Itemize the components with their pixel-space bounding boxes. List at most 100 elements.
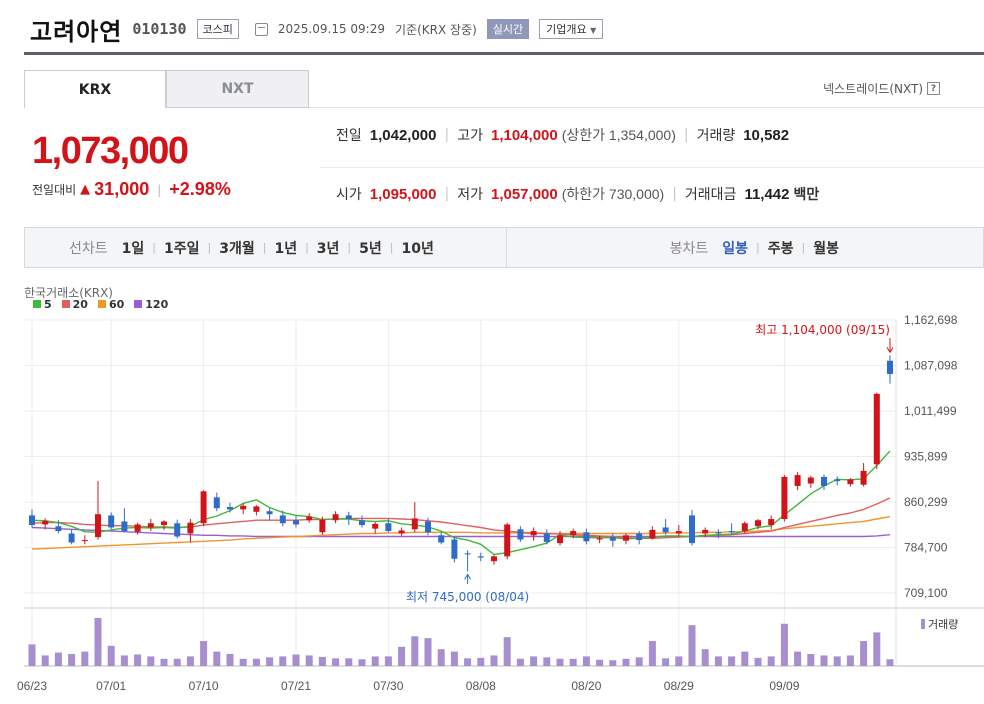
candle-body [596,538,603,540]
candle-body [517,529,524,540]
candle-body [306,516,313,521]
volume-bar [186,656,194,666]
volume-bar [662,658,670,666]
volume-bar [516,658,524,666]
volume-bar [41,655,49,666]
candle-body [240,505,247,510]
chart-toolbar: 선차트 1일 | 1주일 | 3개월 | 1년 | 3년 | 5년 | 10년 봉차트 일봉… [24,227,984,268]
candle-body [675,531,682,534]
x-tick-label: 07/01 [96,679,126,693]
candle-weekly[interactable]: 주봉 [767,240,794,257]
period-5y[interactable]: 5년 [359,240,382,257]
divider: | [444,186,450,202]
nxt-info-link[interactable]: 넥스트레이드(NXT) ? [823,80,940,97]
caret-down-icon: ▼ [590,26,597,35]
candle-body [95,514,101,538]
stats-row-1: 전일 1,042,000 | 고가 1,104,000 (상한가 1,354,0… [336,125,789,145]
candle-body [557,535,563,544]
candle-body [121,521,128,532]
volume-bar [292,654,300,666]
candle-body [741,523,748,532]
candle-body [227,506,233,510]
candle-body [504,524,511,557]
volume-bar [94,618,102,666]
candle-body [200,491,207,524]
volume-bar [622,658,630,666]
volume-bar [252,658,260,666]
volume-bar [107,645,115,666]
x-tick-label: 08/20 [571,679,601,693]
high-value: 1,104,000 [490,126,558,144]
volume-bar [820,655,828,666]
period-10y[interactable]: 10년 [401,240,434,257]
tab-nxt[interactable]: NXT [166,70,309,108]
volume-bar [239,658,247,666]
volume-bar [873,632,881,666]
period-3m[interactable]: 3개월 [219,240,255,257]
prev-close-value: 1,042,000 [369,126,437,144]
volume-bar [886,659,894,666]
candle-body [385,523,392,532]
candle-body [649,529,656,539]
candle-body [293,520,299,525]
volume-bar [437,649,445,666]
company-name: 고려아연 [30,17,123,46]
candle-body [636,533,643,541]
volume-bar [384,656,392,666]
candle-body [398,530,405,534]
candle-body [359,520,365,526]
up-triangle-icon: ▲ [80,182,91,197]
candle-body [345,515,352,520]
volume-value: 10,582 [743,126,790,144]
candle-daily[interactable]: 일봉 [722,240,749,257]
legend-ma20: 20 [61,298,88,311]
candle-body [411,518,418,530]
volume-bar [266,657,274,666]
lower-limit: (하한가 730,000) [561,186,665,202]
period-1d[interactable]: 1일 [121,240,145,257]
period-1w[interactable]: 1주일 [163,240,200,257]
candle-monthly[interactable]: 월봉 [813,240,839,257]
volume-bar [358,659,366,666]
candle-body [847,479,854,485]
candle-body [161,521,167,526]
volume-bar [701,649,709,666]
volume-bar [147,656,155,666]
x-tick-label: 07/10 [189,679,219,693]
x-tick-label: 09/09 [769,679,799,693]
company-overview-dropdown[interactable]: 기업개요 ▼ [539,19,604,39]
y-tick-label: 784,700 [904,540,948,554]
stock-header: 고려아연 010130 코스피 2025.09.15 09:29 기준(KRX … [30,12,604,46]
period-1y[interactable]: 1년 [274,240,298,257]
candle-body [543,533,550,542]
amount-label: 거래대금 [684,187,737,203]
stats-divider [320,167,984,168]
volume-bar [477,657,485,666]
candle-body [29,515,35,526]
realtime-button[interactable]: 실시간 [486,19,530,39]
volume-bar [120,655,128,666]
tab-krx[interactable]: KRX [24,70,166,108]
change-percent: +2.98% [169,179,231,199]
help-icon[interactable]: ? [927,82,940,95]
volume-label: 거래량 [928,618,958,631]
y-tick-label: 1,162,698 [904,313,958,327]
volume-bar [609,660,617,666]
line-chart-periods: 선차트 1일 | 1주일 | 3개월 | 1년 | 3년 | 5년 | 10년 [25,228,507,267]
candle-body [372,523,379,529]
volume-bar [318,656,326,666]
ma5-line [31,450,891,556]
y-tick-label: 1,087,098 [904,359,958,373]
volume-bar [134,654,142,666]
volume-bar [688,625,696,666]
ma-legend: 5 20 60 120 [33,298,168,311]
divider: | [672,186,677,202]
legend-ma60: 60 [97,298,124,311]
candle-body [464,553,471,555]
volume-bar [332,658,340,666]
candle-body [715,532,722,534]
legend-swatch [61,300,70,308]
period-3y[interactable]: 3년 [316,240,340,257]
candle-body [42,520,49,525]
candle-body [108,515,115,528]
